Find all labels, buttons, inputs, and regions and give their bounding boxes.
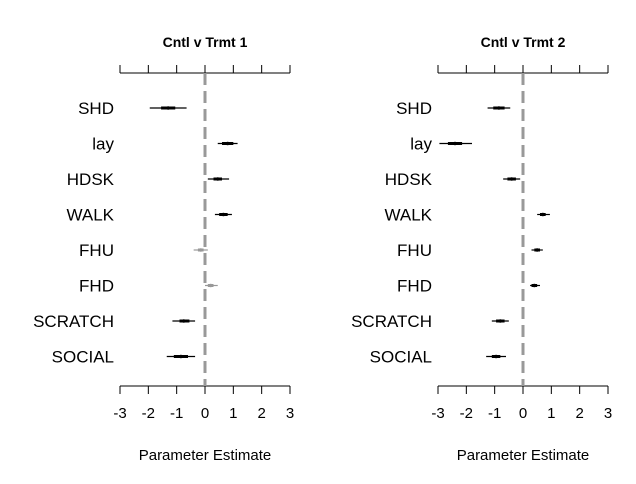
estimate-point bbox=[179, 354, 183, 359]
row-label: SHD bbox=[396, 99, 432, 118]
estimate-point bbox=[532, 283, 537, 288]
x-tick-label: -2 bbox=[142, 405, 155, 422]
x-tick-label: -3 bbox=[431, 405, 444, 422]
row-label: WALK bbox=[384, 206, 432, 225]
x-axis-label: Parameter Estimate bbox=[139, 447, 272, 464]
estimate-point bbox=[198, 248, 203, 252]
estimate-point bbox=[494, 354, 498, 359]
row-label: SCRATCH bbox=[351, 312, 432, 331]
estimate-point bbox=[225, 141, 230, 146]
row-label: SOCIAL bbox=[52, 348, 114, 367]
estimate-point bbox=[208, 283, 213, 288]
estimate-point bbox=[181, 319, 186, 323]
row-label: WALK bbox=[66, 206, 114, 225]
estimate-point bbox=[509, 177, 514, 181]
panel-title: Cntl v Trmt 1 bbox=[163, 34, 248, 50]
estimate-point bbox=[166, 106, 170, 110]
row-label: FHD bbox=[397, 277, 432, 296]
row-label: HDSK bbox=[67, 170, 115, 189]
row-label: lay bbox=[92, 135, 114, 154]
x-tick-label: 2 bbox=[257, 405, 265, 422]
row-label: SHD bbox=[78, 99, 114, 118]
row-label: lay bbox=[410, 135, 432, 154]
x-tick-label: -1 bbox=[170, 405, 183, 422]
x-tick-label: -1 bbox=[488, 405, 501, 422]
estimate-point bbox=[453, 141, 457, 146]
row-label: FHU bbox=[397, 241, 432, 260]
row-label: SOCIAL bbox=[370, 348, 432, 367]
estimate-point bbox=[498, 319, 503, 323]
x-tick-label: 0 bbox=[519, 405, 527, 422]
row-label: FHD bbox=[79, 277, 114, 296]
x-axis-label: Parameter Estimate bbox=[457, 447, 590, 464]
estimate-point bbox=[215, 177, 220, 181]
row-label: HDSK bbox=[385, 170, 433, 189]
x-tick-label: 1 bbox=[229, 405, 237, 422]
panel-title: Cntl v Trmt 2 bbox=[481, 34, 566, 50]
estimate-point bbox=[541, 212, 545, 217]
x-tick-label: -3 bbox=[113, 405, 126, 422]
panel-cntl-v-trmt-2: Cntl v Trmt 2 Parameter Estimate -3 -2 -1 0… bbox=[351, 34, 612, 464]
x-tick-label: 2 bbox=[575, 405, 583, 422]
x-tick-label: 3 bbox=[286, 405, 294, 422]
row-label: SCRATCH bbox=[33, 312, 114, 331]
x-tick-label: 3 bbox=[604, 405, 612, 422]
x-tick-label: -2 bbox=[460, 405, 473, 422]
x-tick-label: 0 bbox=[201, 405, 209, 422]
estimate-point bbox=[535, 248, 539, 252]
panel-cntl-v-trmt-1: Cntl v Trmt 1 Parameter Estimate -3 -2 -1 0… bbox=[33, 34, 294, 464]
row-label: FHU bbox=[79, 241, 114, 260]
estimate-point bbox=[497, 106, 501, 110]
estimate-point bbox=[221, 212, 226, 217]
x-tick-label: 1 bbox=[547, 405, 555, 422]
